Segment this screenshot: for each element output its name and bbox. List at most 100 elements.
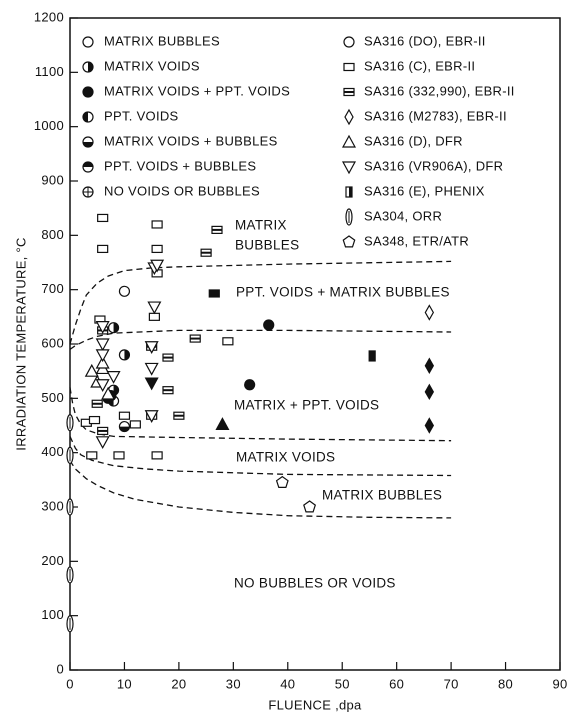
data-point: [66, 615, 74, 633]
x-tick-label: 20: [171, 676, 186, 691]
legend-label: SA316 (E), PHENIX: [364, 183, 485, 198]
data-point: [118, 349, 131, 361]
data-point: [275, 475, 289, 488]
legend-label: SA316 (DO), EBR-II: [364, 33, 486, 48]
x-tick-label: 0: [66, 676, 74, 691]
legend-label: PPT. VOIDS + BUBBLES: [104, 158, 256, 173]
data-point: [200, 248, 212, 257]
marker-body: [151, 451, 163, 460]
marker-body: [148, 312, 160, 321]
marker-body: [342, 235, 356, 248]
data-point: [66, 498, 74, 516]
legend-label: NO VOIDS OR BUBBLES: [104, 183, 260, 198]
marker-body: [343, 62, 355, 72]
marker-half: [119, 426, 130, 432]
legend-icon: [341, 134, 357, 148]
region-label: BUBBLES: [235, 238, 299, 253]
data-point: [150, 259, 165, 273]
marker-body: [424, 417, 435, 434]
marker-body: [82, 36, 94, 48]
data-point: [424, 357, 435, 374]
y-axis-label: IRRADIATION TEMPERATURE, °C: [13, 237, 28, 450]
x-tick-label: 40: [280, 676, 295, 691]
x-tick-label: 60: [389, 676, 404, 691]
region-label: PPT. VOIDS + MATRIX BUBBLES: [236, 285, 450, 300]
data-point: [303, 500, 317, 513]
legend-icon: [343, 36, 355, 48]
data-point: [424, 417, 435, 434]
legend-icon: [82, 36, 94, 48]
region-label: MATRIX VOIDS: [236, 450, 335, 465]
marker-body: [144, 410, 159, 423]
marker-body: [97, 244, 109, 254]
boundary-curve: [69, 387, 452, 442]
data-point: [107, 322, 120, 334]
marker-body: [150, 259, 165, 273]
marker-body: [95, 349, 110, 363]
legend-label: SA316 (M2783), EBR-II: [364, 108, 507, 123]
data-point: [95, 349, 110, 363]
data-point: [66, 566, 74, 584]
y-tick-label: 1200: [34, 9, 64, 24]
data-point: [151, 220, 163, 229]
data-point: [222, 337, 234, 346]
y-tick-label: 400: [41, 444, 64, 459]
data-point: [215, 417, 230, 431]
marker-body: [344, 108, 354, 126]
marker-body: [82, 86, 94, 98]
legend-icon: [345, 186, 353, 198]
data-point: [95, 379, 110, 393]
data-point: [97, 244, 109, 254]
data-point: [424, 383, 435, 401]
region-label: MATRIX: [235, 218, 287, 233]
data-point: [95, 436, 110, 450]
legend-icon: [343, 87, 355, 97]
data-point: [144, 410, 159, 423]
marker-body: [95, 338, 110, 352]
y-tick-label: 100: [41, 607, 64, 622]
marker-half: [349, 187, 352, 197]
legend-icon: [82, 61, 94, 73]
data-point: [263, 319, 275, 331]
data-point: [151, 244, 163, 254]
x-tick-label: 30: [226, 676, 241, 691]
data-point: [162, 386, 174, 395]
marker-body: [424, 383, 435, 401]
data-point: [118, 411, 131, 420]
data-point: [86, 451, 98, 460]
data-point: [144, 341, 159, 354]
data-point: [129, 420, 141, 429]
legend-label: SA348, ETR/ATR: [364, 233, 469, 248]
marker-body: [144, 341, 159, 354]
y-tick-label: 200: [41, 553, 64, 568]
marker-body: [424, 304, 435, 321]
legend-label: MATRIX VOIDS + BUBBLES: [104, 133, 278, 148]
marker-half: [113, 322, 119, 333]
marker-body: [144, 377, 159, 391]
legend-icon: [82, 86, 94, 98]
data-point: [95, 355, 110, 369]
x-tick-label: 50: [335, 676, 350, 691]
legend-icon: [343, 62, 355, 72]
x-tick-label: 10: [117, 676, 132, 691]
legend-icon: [345, 208, 353, 226]
data-point: [113, 451, 125, 460]
legend-icon: [82, 111, 94, 123]
marker-body: [106, 371, 121, 384]
legend-label: SA316 (D), DFR: [364, 133, 463, 148]
marker-body: [86, 451, 98, 460]
y-tick-label: 900: [41, 172, 64, 187]
marker-body: [368, 350, 376, 362]
marker-half: [83, 142, 93, 147]
data-point: [97, 213, 109, 223]
marker-half: [83, 112, 88, 122]
legend-icon: [82, 136, 94, 148]
marker-body: [101, 386, 116, 400]
marker-body: [95, 436, 110, 450]
marker-body: [95, 355, 110, 369]
data-point: [106, 371, 121, 384]
y-tick-label: 0: [56, 661, 64, 676]
legend-label: SA316 (332,990), EBR-II: [364, 83, 515, 98]
data-point: [97, 426, 109, 436]
